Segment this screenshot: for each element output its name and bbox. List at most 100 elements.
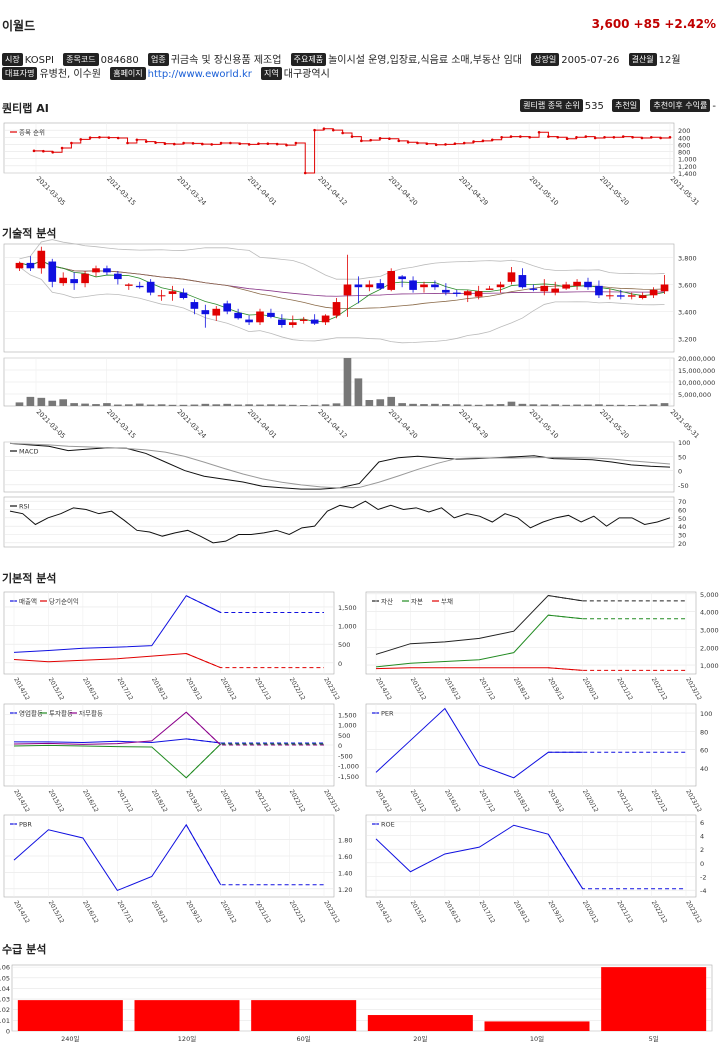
rank-point (369, 138, 373, 142)
cashflow-chart-forecast-line (186, 738, 324, 744)
supply-chart-y-tick: 0.01 (0, 1017, 10, 1025)
volume-bar (310, 404, 319, 406)
rank-point (60, 146, 64, 150)
candle-body (485, 288, 494, 290)
rank-point (584, 135, 588, 138)
rank-point (659, 136, 662, 140)
volume-bar (124, 404, 133, 406)
assets-chart-y-tick: 1,000 (700, 662, 719, 670)
supply-bar (17, 1000, 123, 1031)
cashflow-chart-x-tick: 2021/12 (253, 789, 272, 814)
sales-chart-x-tick: 2020/12 (219, 677, 238, 702)
volume-bar (496, 404, 505, 406)
section-fundamental-title: 기본적 분석 (2, 572, 57, 585)
cashflow-chart-x-tick: 2022/12 (288, 789, 307, 814)
candle-body (256, 311, 264, 323)
homepage-link[interactable]: http://www.eworld.kr (147, 69, 252, 80)
rank-point (98, 135, 101, 139)
candle-body (59, 277, 68, 284)
macd-chart-y-tick: 100 (678, 439, 690, 447)
per-chart-series-line (375, 707, 583, 779)
rank-point (79, 138, 83, 141)
roe-chart-x-tick: 2016/12 (443, 900, 462, 925)
volume-bar (431, 403, 439, 406)
code-value: 084680 (100, 55, 139, 66)
supply-chart-x-tick: 240일 (61, 1034, 79, 1043)
assets-chart-frame (365, 591, 697, 675)
candle-body (452, 292, 461, 294)
rank-point (472, 140, 475, 143)
rank-point (172, 142, 176, 146)
price-block: 3,600 +85 +2.42% (588, 17, 716, 31)
volume-bar (267, 404, 275, 406)
pbr-chart-series-line (13, 823, 222, 892)
cashflow-chart-legend-label: 재무활동 (79, 709, 103, 718)
supply-bar (134, 1000, 240, 1031)
volume-bar (223, 403, 232, 406)
rank-point (182, 141, 185, 145)
sales-chart-frame (3, 591, 335, 675)
assets-chart-x-tick: 2021/12 (615, 677, 634, 702)
volume-chart-x-tick: 2021-03-24 (175, 408, 207, 440)
rank-label: 퀀티랩 종목 순위 (520, 99, 583, 112)
ma20-line (19, 260, 665, 309)
rank-point (388, 137, 391, 141)
volume-chart-x-tick: 2021-04-29 (457, 408, 489, 440)
assets-chart-forecast-line (548, 595, 686, 602)
assets-chart-x-tick: 2019/12 (546, 677, 565, 702)
candle-body (627, 295, 636, 297)
volume-bar (343, 358, 352, 406)
assets-chart-forecast-line (548, 614, 686, 620)
sales-chart-legend-label: 당기순이익 (49, 597, 79, 606)
roe-chart-y-tick: -4 (700, 887, 706, 895)
rank-point (603, 135, 606, 139)
sales-chart-legend-label: 매출액 (19, 597, 37, 606)
rsi-chart-legend-label: RSI (19, 503, 30, 511)
rank-point (640, 136, 644, 140)
assets-chart-series-line (375, 614, 583, 668)
assets-chart-series-line (375, 667, 583, 671)
volume-bar (168, 404, 177, 406)
rank-point (247, 143, 251, 146)
volume-bar (507, 401, 516, 406)
roe-chart-y-tick: 0 (700, 860, 704, 868)
rank-point (154, 141, 157, 144)
rank-point (144, 140, 148, 143)
candle-body (354, 284, 363, 288)
pbr-chart-x-tick: 2023/12 (322, 900, 341, 925)
cashflow-chart-series-line (13, 743, 222, 779)
cashflow-chart-y-tick: -500 (338, 752, 353, 760)
supply-bar (251, 1000, 357, 1031)
candle-body (81, 273, 89, 284)
rec-return-label: 추천이후 수익률 (650, 99, 711, 112)
volume-bar (442, 404, 450, 406)
candle-body (409, 280, 417, 290)
supply-bar (601, 967, 707, 1031)
candle-body (310, 319, 319, 324)
cashflow-chart-x-tick: 2019/12 (184, 789, 203, 814)
bollinger-lower (19, 266, 665, 344)
pbr-chart-x-tick: 2021/12 (253, 900, 272, 925)
rank-point (547, 135, 550, 138)
assets-chart-legend-label: 자본 (411, 597, 423, 606)
volume-bar (92, 404, 100, 406)
per-chart-x-tick: 2016/12 (443, 789, 462, 814)
rank-point (163, 142, 167, 146)
rank-point (612, 135, 616, 139)
rank-point (444, 143, 447, 146)
volume-bar (37, 397, 46, 406)
rank-point (341, 131, 344, 135)
volume-bar (256, 404, 264, 406)
candle-body (398, 276, 406, 280)
candle-body (431, 284, 439, 288)
volume-bar (179, 404, 188, 406)
cashflow-chart-series-line (14, 738, 221, 744)
rank-point (285, 143, 288, 147)
volume-bar (299, 405, 308, 406)
sales-chart-series-line (13, 595, 221, 653)
volume-bar (146, 404, 155, 406)
candle-body (234, 312, 242, 319)
assets-chart-forecast-line (548, 667, 686, 671)
candle-body (168, 291, 177, 294)
price-chart-y-tick: 3,200 (678, 336, 697, 344)
